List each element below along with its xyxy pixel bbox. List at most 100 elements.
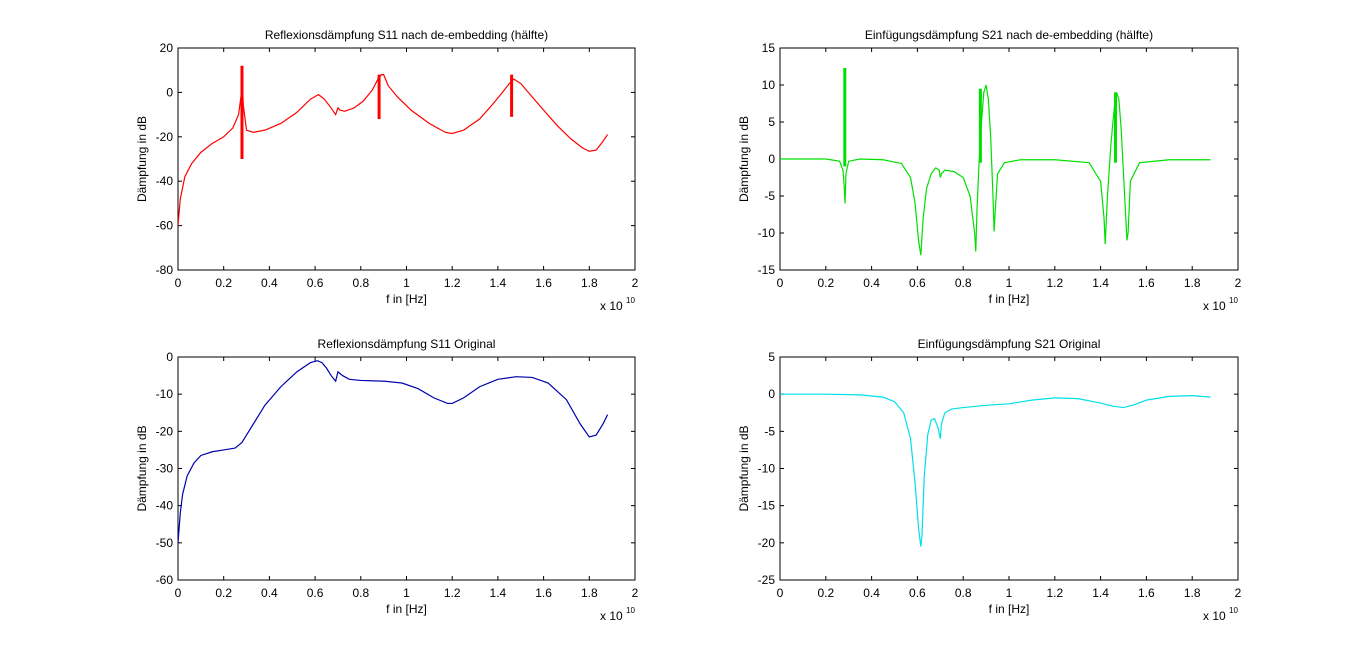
y-tick-label: 0: [768, 152, 775, 166]
x-tick-label: 0.6: [307, 586, 324, 600]
y-tick-label: -15: [758, 499, 776, 513]
x-exponent-power: 10: [626, 296, 635, 305]
series-line: [178, 360, 609, 543]
y-axis-label: Dämpfung in dB: [135, 116, 149, 202]
x-tick-label: 2: [1235, 586, 1242, 600]
x-tick-label: 0: [777, 586, 784, 600]
y-tick-label: -20: [156, 424, 174, 438]
x-tick-label: 0: [175, 586, 182, 600]
x-tick-label: 1.8: [581, 276, 598, 290]
x-tick-label: 1.8: [1184, 586, 1201, 600]
y-tick-label: -5: [764, 189, 775, 203]
subplot-4: 0 0.2 0.4 0.6 0.8 1 1.2 1.4 1.6 1.8 2 5 0 -5 -10 -15 -20…: [737, 337, 1242, 623]
x-tick-label: 0.4: [863, 276, 880, 290]
x-tick-label: 0.6: [307, 276, 324, 290]
x-tick-label: 0.2: [817, 276, 834, 290]
y-tick-label: 5: [768, 115, 775, 129]
y-tick-label: -20: [758, 536, 776, 550]
x-tick-label: 1.6: [1138, 586, 1155, 600]
x-tick-label: 1: [403, 276, 410, 290]
plot-area: [177, 356, 636, 581]
x-tick-label: 1: [1006, 586, 1013, 600]
x-axis-label: f in [Hz]: [386, 602, 427, 616]
x-tick-label: 0.8: [352, 276, 369, 290]
x-tick-label: 1.4: [1092, 586, 1109, 600]
subplot-3: 0 0.2 0.4 0.6 0.8 1 1.2 1.4 1.6 1.8 2 0 -10 -20 -30 -40…: [135, 337, 639, 623]
x-tick-label: 1.2: [1046, 586, 1063, 600]
x-tick-label: 2: [1235, 276, 1242, 290]
x-axis-label: f in [Hz]: [989, 292, 1030, 306]
x-exponent-base: x 10: [600, 299, 623, 313]
x-axis-label: f in [Hz]: [989, 602, 1030, 616]
x-tick-label: 0.4: [863, 586, 880, 600]
x-tick-label: 1: [1006, 276, 1013, 290]
subplot-2: 0 0.2 0.4 0.6 0.8 1 1.2 1.4 1.6 1.8 2 15 10 5 0 -5 -10 -1…: [737, 28, 1242, 313]
series-line: [780, 393, 1211, 547]
chart-title: Einfügungsdämpfung S21 Original: [918, 337, 1101, 351]
x-tick-label: 1.6: [1138, 276, 1155, 290]
x-tick-label: 2: [632, 276, 639, 290]
x-tick-label: 1.2: [444, 586, 461, 600]
y-tick-label: 10: [762, 78, 776, 92]
y-tick-label: 0: [768, 387, 775, 401]
chart-title: Reflexionsdämpfung S11 Original: [318, 337, 496, 351]
x-tick-label: 0: [175, 276, 182, 290]
x-exponent-power: 10: [1229, 606, 1238, 615]
x-tick-label: 1.8: [1184, 276, 1201, 290]
y-tick-label: -5: [764, 424, 775, 438]
x-axis-label: f in [Hz]: [386, 292, 427, 306]
x-tick-label: 0.2: [215, 276, 232, 290]
x-tick-label: 1.4: [1092, 276, 1109, 290]
y-tick-label: 0: [166, 85, 173, 99]
y-tick-label: -40: [156, 499, 174, 513]
x-exponent-base: x 10: [1203, 299, 1226, 313]
x-tick-label: 1.2: [444, 276, 461, 290]
x-tick-label: 1.4: [490, 586, 507, 600]
y-axis-label: Dämpfung in dB: [135, 425, 149, 511]
x-exponent-power: 10: [1229, 296, 1238, 305]
y-tick-label: 20: [160, 41, 174, 55]
y-tick-label: -60: [156, 573, 174, 587]
x-tick-label: 0.6: [909, 276, 926, 290]
x-tick-label: 1.6: [535, 276, 552, 290]
y-tick-label: -60: [156, 219, 174, 233]
y-tick-label: -40: [156, 174, 174, 188]
x-exponent-base: x 10: [600, 609, 623, 623]
y-tick-label: 0: [166, 350, 173, 364]
x-tick-label: 1.2: [1046, 276, 1063, 290]
x-tick-label: 2: [632, 586, 639, 600]
x-tick-label: 0.4: [261, 586, 278, 600]
y-tick-label: -20: [156, 130, 174, 144]
x-tick-label: 0.8: [352, 586, 369, 600]
chart-title: Reflexionsdämpfung S11 nach de-embedding…: [265, 28, 548, 42]
y-tick-label: -10: [758, 226, 776, 240]
x-tick-label: 1.4: [490, 276, 507, 290]
x-exponent-power: 10: [626, 606, 635, 615]
y-tick-label: -50: [156, 536, 174, 550]
plot-area: [779, 356, 1239, 581]
x-tick-label: 0.6: [909, 586, 926, 600]
x-tick-label: 1: [403, 586, 410, 600]
plot-area: [177, 47, 636, 271]
x-exponent-base: x 10: [1203, 609, 1226, 623]
x-tick-label: 0.4: [261, 276, 278, 290]
y-tick-label: 15: [762, 41, 776, 55]
y-tick-label: -10: [156, 387, 174, 401]
x-tick-label: 1.8: [581, 586, 598, 600]
y-tick-label: -30: [156, 462, 174, 476]
x-tick-label: 0.2: [215, 586, 232, 600]
y-axis-label: Dämpfung in dB: [737, 116, 751, 202]
x-tick-label: 0.2: [817, 586, 834, 600]
y-tick-label: -80: [156, 263, 174, 277]
x-tick-label: 0.8: [955, 586, 972, 600]
x-tick-label: 1.6: [535, 586, 552, 600]
chart-title: Einfügungsdämpfung S21 nach de-embedding…: [865, 28, 1153, 42]
y-tick-label: -25: [758, 573, 776, 587]
plot-area: [779, 47, 1239, 271]
y-tick-label: -15: [758, 263, 776, 277]
y-axis-label: Dämpfung in dB: [737, 425, 751, 511]
subplot-1: 0 0.2 0.4 0.6 0.8 1 1.2 1.4 1.6 1.8 2 20 0 -20 -40 -60 -…: [135, 28, 639, 313]
x-tick-label: 0.8: [955, 276, 972, 290]
x-tick-label: 0: [777, 276, 784, 290]
